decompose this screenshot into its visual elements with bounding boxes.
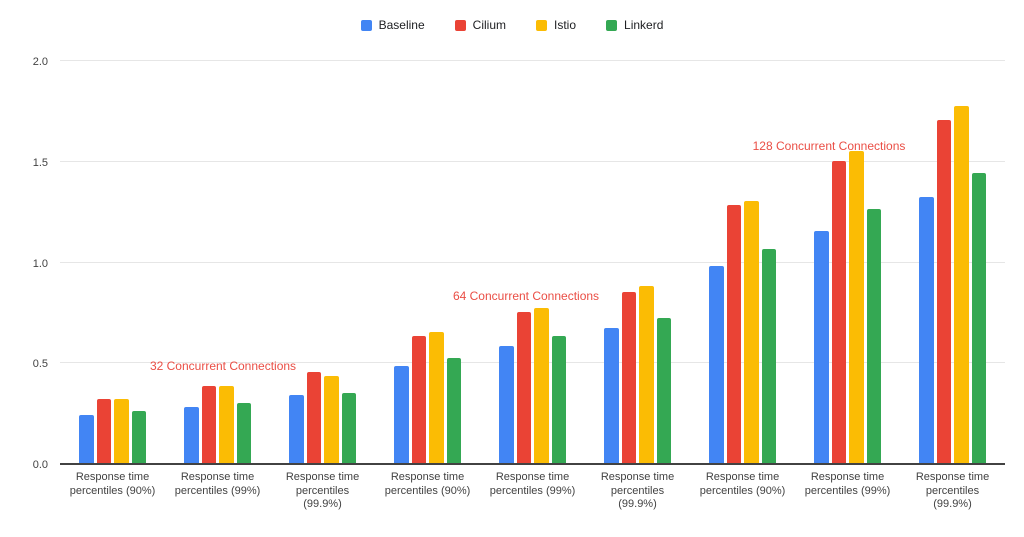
x-axis-label-8: Response time percentiles (99%): [804, 471, 891, 497]
bar-cilium-8: [831, 160, 846, 463]
bar-linkerd-6: [656, 317, 671, 463]
bar-cilium-7: [726, 205, 741, 463]
x-axis-label-5: Response time percentiles (99%): [489, 471, 576, 497]
bar-baseline-3: [289, 394, 304, 463]
bar-cilium-9: [936, 120, 951, 463]
bar-cilium-4: [411, 336, 426, 463]
legend-item-cilium: Cilium: [454, 18, 506, 32]
y-tick-label: 0.0: [32, 459, 48, 471]
annotation-128-concurrent-connections: 128 Concurrent Connections: [752, 139, 906, 153]
plot-area: 32 Concurrent Connections 64 Concurrent C…: [60, 60, 1005, 465]
bar-istio-8: [849, 150, 864, 463]
bar-istio-3: [324, 376, 339, 463]
bar-baseline-7: [709, 265, 724, 463]
bar-cilium-5: [516, 311, 531, 463]
bar-group-2: [165, 62, 270, 463]
bar-linkerd-9: [971, 172, 986, 463]
bar-baseline-1: [79, 414, 94, 463]
bar-cilium-2: [201, 386, 216, 463]
bar-group-8: [795, 62, 900, 463]
bar-istio-6: [639, 285, 654, 463]
legend-item-istio: Istio: [536, 18, 576, 32]
bar-linkerd-3: [341, 392, 356, 463]
bar-istio-2: [219, 386, 234, 463]
gridline-1.0: [60, 261, 1005, 263]
bar-istio-4: [429, 332, 444, 463]
bar-groups: [60, 62, 1005, 463]
bar-linkerd-5: [551, 336, 566, 463]
bar-group-6: [585, 62, 690, 463]
legend-item-linkerd: Linkerd: [606, 18, 663, 32]
legend-label: Linkerd: [624, 18, 664, 32]
annotation-32-concurrent-connections: 32 Concurrent Connections: [149, 359, 297, 373]
legend-swatch-linkerd: [606, 19, 618, 31]
gridline-2.0: [60, 60, 1005, 61]
y-tick-label: 1.5: [32, 156, 48, 169]
x-axis-label-9: Response time percentiles (99.9%): [915, 471, 990, 510]
bar-group-9: [900, 62, 1005, 463]
bar-cilium-6: [621, 291, 636, 463]
bar-linkerd-4: [446, 358, 461, 463]
x-axis-label-4: Response time percentiles (90%): [384, 471, 471, 497]
bar-baseline-6: [604, 328, 619, 463]
legend-label: Cilium: [472, 18, 506, 32]
bar-linkerd-1: [131, 410, 146, 463]
chart-legend: Baseline Cilium Istio Linkerd: [0, 18, 1024, 32]
y-tick-label: 1.0: [32, 257, 48, 270]
x-axis-label-6: Response time percentiles (99.9%): [600, 471, 675, 510]
y-tick-label: 2.0: [32, 56, 48, 68]
x-axis-label-3: Response time percentiles (99.9%): [285, 471, 360, 510]
legend-item-baseline: Baseline: [360, 18, 425, 32]
legend-swatch-cilium: [454, 19, 466, 31]
x-axis-label-2: Response time percentiles (99%): [174, 471, 261, 497]
bar-linkerd-7: [761, 249, 776, 463]
bar-baseline-8: [814, 231, 829, 463]
bar-cilium-1: [96, 398, 111, 463]
y-tick-label: 0.5: [32, 358, 48, 371]
x-axis-label-1: Response time percentiles (90%): [69, 471, 156, 497]
legend-label: Baseline: [378, 18, 425, 32]
gridline-0.5: [60, 362, 1005, 364]
bar-group-7: [690, 62, 795, 463]
legend-label: Istio: [554, 18, 577, 32]
bar-baseline-5: [499, 346, 514, 463]
bar-istio-7: [744, 201, 759, 463]
annotation-64-concurrent-connections: 64 Concurrent Connections: [452, 289, 600, 303]
legend-swatch-istio: [536, 19, 547, 31]
bar-group-4: [375, 62, 480, 463]
bar-istio-1: [114, 398, 129, 463]
x-axis-labels: Response time percentiles (90%) Response …: [60, 471, 1005, 512]
bar-linkerd-8: [866, 209, 881, 463]
bar-baseline-9: [919, 197, 934, 463]
bar-cilium-3: [306, 372, 321, 463]
x-axis-label-7: Response time percentiles (90%): [699, 471, 786, 497]
bar-baseline-4: [394, 366, 409, 463]
bar-istio-9: [954, 106, 969, 463]
legend-swatch-baseline: [360, 19, 372, 31]
bar-istio-5: [534, 307, 549, 463]
bar-group-3: [270, 62, 375, 463]
bar-baseline-2: [184, 406, 199, 463]
bar-linkerd-2: [236, 402, 251, 463]
bar-group-1: [60, 62, 165, 463]
bar-group-5: [480, 62, 585, 463]
gridline-1.5: [60, 160, 1005, 162]
